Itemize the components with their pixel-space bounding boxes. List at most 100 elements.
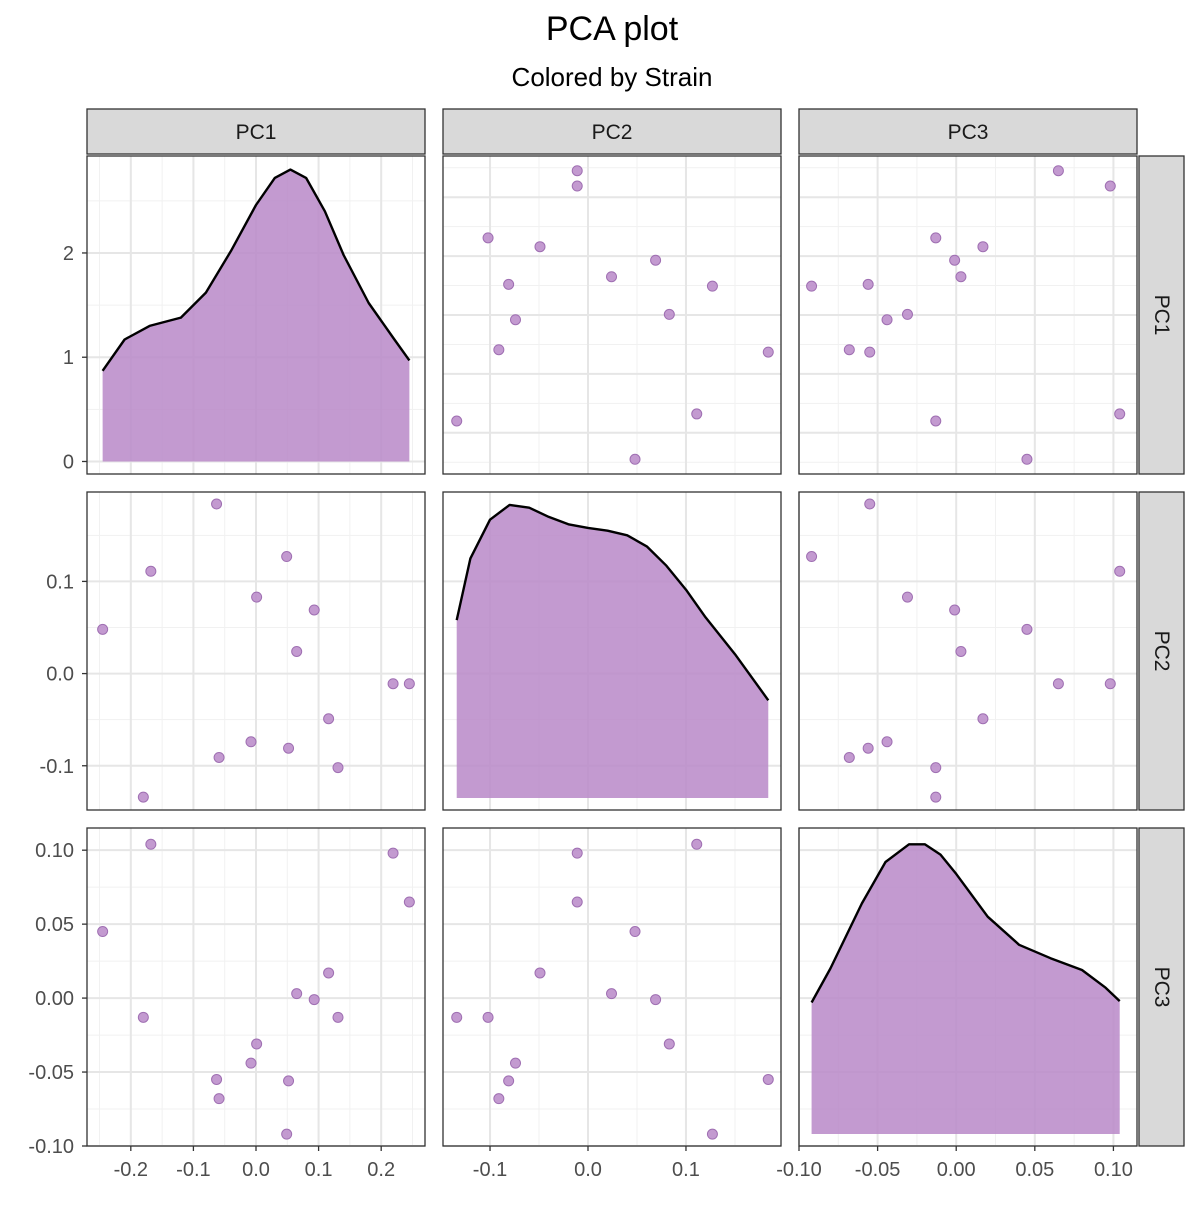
panel-marks bbox=[97, 838, 415, 1140]
scatter-point-PC2-PC1-12 bbox=[482, 232, 494, 244]
panel-border bbox=[442, 491, 782, 811]
panel-PC2-PC2 bbox=[442, 491, 782, 811]
panel-background bbox=[799, 492, 1137, 810]
scatter-point-PC1-PC2-8 bbox=[283, 742, 295, 754]
scatter-point-PC3-PC2-9 bbox=[955, 645, 967, 657]
scatter-point-PC2-PC1-5 bbox=[509, 314, 521, 326]
panel-PC2-PC1 bbox=[442, 155, 782, 475]
scatter-point-PC3-PC1-14 bbox=[1052, 165, 1064, 177]
panel-marks bbox=[806, 165, 1126, 465]
panel-border bbox=[86, 155, 426, 475]
y-tick-label: -0.05 bbox=[28, 1062, 74, 1084]
x-tick-label: 0.2 bbox=[367, 1159, 395, 1181]
scatter-point-PC1-PC3-13 bbox=[387, 847, 399, 859]
x-tick-label: -0.05 bbox=[855, 1159, 901, 1181]
strip-label-right-PC2: PC2 bbox=[1150, 631, 1173, 672]
scatter-point-PC3-PC2-7 bbox=[806, 551, 818, 563]
scatter-point-PC1-PC2-1 bbox=[137, 791, 149, 803]
scatter-point-PC1-PC2-5 bbox=[245, 736, 257, 748]
scatter-point-PC2-PC3-8 bbox=[503, 1075, 515, 1087]
scatter-point-PC1-PC2-13 bbox=[387, 678, 399, 690]
scatter-point-PC2-PC3-6 bbox=[663, 1038, 675, 1050]
scatter-point-PC3-PC2-4 bbox=[843, 751, 855, 763]
scatter-point-PC1-PC3-9 bbox=[291, 988, 303, 1000]
scatter-point-PC3-PC1-12 bbox=[930, 232, 942, 244]
scatter-point-PC1-PC3-11 bbox=[323, 967, 335, 979]
scatter-point-PC2-PC3-7 bbox=[706, 1128, 718, 1140]
strip-top-PC2 bbox=[442, 108, 782, 155]
y-tick-label: 0.10 bbox=[35, 840, 74, 862]
panel-border bbox=[86, 491, 426, 811]
density-line-PC3 bbox=[810, 843, 1121, 1004]
scatter-point-PC2-PC3-11 bbox=[534, 967, 546, 979]
scatter-point-PC1-PC2-4 bbox=[213, 751, 225, 763]
panel-PC1-PC3: -0.10 -0.05 0.00 0.05 0.10 -0.2 -0.1 0.0 0.1 0.2 bbox=[28, 827, 426, 1181]
scatter-point-PC3-PC2-14 bbox=[1052, 678, 1064, 690]
scatter-point-PC3-PC1-13 bbox=[1104, 180, 1116, 192]
scatter-point-PC1-PC3-8 bbox=[283, 1075, 295, 1087]
scatter-point-PC3-PC1-7 bbox=[806, 280, 818, 292]
panel-background bbox=[443, 828, 781, 1146]
x-tick-label: 0.10 bbox=[1094, 1159, 1133, 1181]
panel-marks bbox=[101, 168, 411, 462]
scatter-point-PC3-PC1-9 bbox=[955, 271, 967, 283]
scatter-point-PC2-PC3-12 bbox=[482, 1011, 494, 1023]
y-tick-label: 1 bbox=[63, 347, 74, 369]
panel-PC3-PC2 bbox=[798, 491, 1138, 811]
panel-border bbox=[442, 155, 782, 475]
scatter-point-PC2-PC3-13 bbox=[571, 847, 583, 859]
density-line-PC1 bbox=[101, 168, 411, 372]
strip-label-top-PC3: PC3 bbox=[948, 121, 989, 144]
x-tick-label: 0.05 bbox=[1015, 1159, 1054, 1181]
scatter-point-PC1-PC3-5 bbox=[245, 1057, 257, 1069]
scatter-point-PC2-PC1-9 bbox=[606, 271, 618, 283]
scatter-point-PC3-PC2-3 bbox=[864, 498, 876, 510]
scatter-point-PC1-PC2-3 bbox=[211, 498, 223, 510]
scatter-point-PC3-PC2-6 bbox=[901, 591, 913, 603]
scatter-point-PC2-PC1-6 bbox=[663, 308, 675, 320]
panel-border bbox=[798, 491, 1138, 811]
scatter-point-PC2-PC1-4 bbox=[493, 344, 505, 356]
scatter-point-PC3-PC1-6 bbox=[901, 308, 913, 320]
scatter-point-PC3-PC1-8 bbox=[862, 278, 874, 290]
y-tick-label: 0.0 bbox=[46, 664, 74, 686]
chart-subtitle: Colored by Strain bbox=[512, 62, 713, 92]
panel-border bbox=[442, 827, 782, 1147]
density-area-PC1 bbox=[102, 169, 410, 462]
panel-marks bbox=[451, 838, 774, 1140]
y-tick-label: 0.00 bbox=[35, 988, 74, 1010]
scatter-point-PC3-PC2-1 bbox=[930, 791, 942, 803]
scatter-point-PC3-PC1-1 bbox=[930, 415, 942, 427]
strip-label-right-PC3: PC3 bbox=[1150, 967, 1173, 1008]
scatter-point-PC3-PC2-13 bbox=[1104, 678, 1116, 690]
scatter-point-PC1-PC2-11 bbox=[323, 713, 335, 725]
density-area-PC2 bbox=[456, 504, 769, 798]
x-tick-label: 0.0 bbox=[574, 1159, 602, 1181]
scatter-point-PC2-PC1-8 bbox=[503, 278, 515, 290]
strip-label-top-PC2: PC2 bbox=[592, 121, 633, 144]
panel-marks bbox=[451, 165, 774, 465]
x-tick-label: -0.1 bbox=[176, 1159, 210, 1181]
scatter-point-PC2-PC1-10 bbox=[650, 254, 662, 266]
panel-PC3-PC1 bbox=[798, 155, 1138, 475]
scatter-point-PC3-PC2-0 bbox=[1021, 623, 1033, 635]
strip-top-PC3 bbox=[798, 108, 1138, 155]
scatter-point-PC2-PC1-1 bbox=[451, 415, 463, 427]
density-line-PC2 bbox=[455, 503, 770, 702]
panel-PC1-PC2: -0.1 0.0 0.1 bbox=[40, 491, 426, 811]
scatter-point-PC2-PC1-13 bbox=[571, 180, 583, 192]
scatter-point-PC2-PC3-5 bbox=[509, 1057, 521, 1069]
scatter-point-PC3-PC1-5 bbox=[881, 314, 893, 326]
scatter-point-PC1-PC3-4 bbox=[213, 1093, 225, 1105]
strip-right-PC2 bbox=[1138, 491, 1185, 811]
scatter-point-PC3-PC2-11 bbox=[977, 713, 989, 725]
scatter-point-PC2-PC3-14 bbox=[571, 896, 583, 908]
scatter-point-PC1-PC3-10 bbox=[308, 994, 320, 1006]
scatter-point-PC2-PC3-1 bbox=[451, 1011, 463, 1023]
scatter-point-PC3-PC1-4 bbox=[843, 344, 855, 356]
scatter-point-PC2-PC1-3 bbox=[762, 346, 774, 358]
panel-grid: 012-0.10.00.1-0.10-0.050.000.050.10-0.2-… bbox=[28, 108, 1185, 1181]
strip-label-right-PC1: PC1 bbox=[1150, 295, 1173, 336]
scatter-point-PC1-PC3-6 bbox=[251, 1038, 263, 1050]
